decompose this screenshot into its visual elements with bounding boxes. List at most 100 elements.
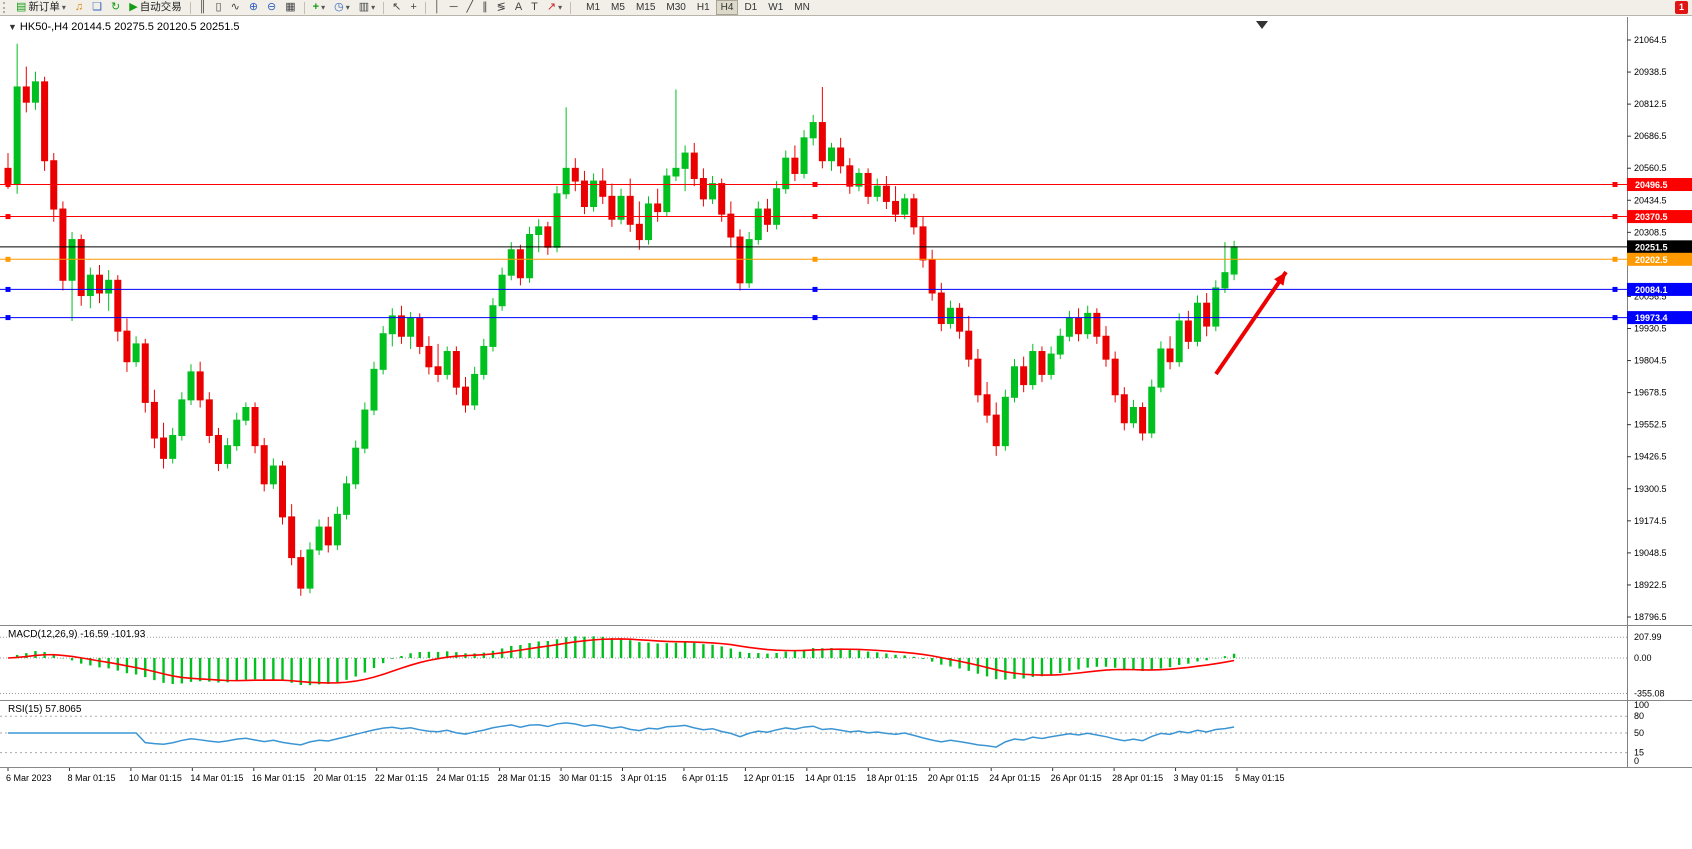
period-button[interactable]: ◷ ▾	[330, 1, 354, 15]
tile-windows-button[interactable]: ▦	[281, 1, 299, 15]
svg-text:6 Apr 01:15: 6 Apr 01:15	[682, 773, 728, 783]
candle	[233, 419, 241, 447]
candle	[544, 226, 552, 248]
svg-text:19300.5: 19300.5	[1634, 484, 1667, 494]
candle	[31, 81, 39, 103]
rsi-line	[8, 722, 1235, 748]
svg-text:24 Apr 01:15: 24 Apr 01:15	[989, 773, 1040, 783]
label-tool-button[interactable]: T	[527, 1, 542, 15]
candle	[333, 513, 341, 546]
candle	[68, 239, 76, 281]
add-indicator-button[interactable]: + ▾	[309, 1, 329, 15]
toolbar-separator	[189, 1, 191, 14]
svg-text:20938.5: 20938.5	[1634, 67, 1667, 77]
svg-text:28 Mar 01:15: 28 Mar 01:15	[498, 773, 551, 783]
svg-text:26 Apr 01:15: 26 Apr 01:15	[1051, 773, 1102, 783]
candle	[562, 167, 570, 195]
candle	[59, 208, 67, 281]
crosshair-tool-button[interactable]: +	[406, 1, 420, 15]
candle	[736, 236, 744, 284]
horizontal-line-tool-button[interactable]: ─	[446, 1, 462, 15]
candle	[608, 195, 616, 220]
notification-badge[interactable]: 1	[1675, 1, 1688, 14]
candle	[1084, 312, 1092, 335]
timeframe-mn[interactable]: MN	[794, 2, 810, 13]
arrows-tool-button[interactable]: ↗ ▾	[543, 1, 566, 15]
candle	[1157, 348, 1165, 388]
candle	[77, 239, 85, 297]
cursor-icon: ↖	[392, 1, 402, 13]
candle	[1065, 317, 1073, 337]
timeframe-h1[interactable]: H1	[696, 2, 710, 13]
price-label	[1627, 252, 1692, 266]
candle	[965, 330, 973, 360]
svg-text:20 Apr 01:15: 20 Apr 01:15	[928, 773, 979, 783]
template-button[interactable]: ▥ ▾	[355, 1, 379, 15]
timeframe-m30[interactable]: M30	[666, 2, 686, 13]
candle	[1093, 312, 1101, 337]
candle	[1212, 287, 1220, 327]
svg-text:19048.5: 19048.5	[1634, 548, 1667, 558]
label-icon: T	[531, 1, 538, 13]
candle	[114, 279, 122, 332]
candle-chart-type-button[interactable]: ▯	[212, 1, 226, 15]
timeframe-m1[interactable]: M1	[586, 2, 601, 13]
auto-trading-button[interactable]: ▶ 自动交易	[125, 1, 185, 15]
trendline-tool-button[interactable]: ╱	[462, 1, 477, 15]
svg-text:50: 50	[1634, 728, 1644, 738]
arrow-annotation[interactable]	[1214, 270, 1288, 376]
svg-text:19804.5: 19804.5	[1634, 356, 1667, 366]
candle	[251, 406, 259, 447]
fibonacci-tool-button[interactable]: ≶	[493, 1, 510, 15]
svg-text:20084.1: 20084.1	[1635, 285, 1668, 295]
candle	[1194, 302, 1201, 342]
vertical-line-tool-button[interactable]: │	[430, 1, 445, 15]
svg-text:8 Mar 01:15: 8 Mar 01:15	[67, 773, 115, 783]
zoom-out-button[interactable]: ⊖	[263, 1, 280, 15]
toolbar-separator	[424, 1, 426, 14]
candle	[1001, 396, 1009, 447]
new-order-button[interactable]: ▤ 新订单 ▾	[12, 1, 70, 15]
market-watch-button[interactable]: ❏	[88, 1, 106, 15]
candle	[1075, 317, 1083, 335]
candle	[132, 343, 140, 363]
play-icon: ▶	[129, 1, 138, 13]
refresh-button[interactable]: ↻	[107, 1, 124, 15]
channel-tool-button[interactable]: ∥	[478, 1, 492, 15]
toolbar-grip[interactable]	[3, 2, 8, 13]
chart-shift-marker[interactable]	[1256, 21, 1268, 29]
text-tool-button[interactable]: A	[511, 1, 526, 15]
timeframe-d1[interactable]: D1	[744, 2, 758, 13]
zoom-in-icon: ⊕	[248, 1, 259, 13]
candle	[882, 185, 890, 202]
cursor-tool-button[interactable]: ↖	[388, 1, 405, 15]
indicator-add-icon: +	[312, 1, 320, 13]
candle	[379, 333, 387, 370]
line-chart-type-button[interactable]: ∿	[227, 1, 244, 15]
collapse-triangle-icon[interactable]: ▼	[8, 22, 17, 32]
chevron-down-icon: ▾	[371, 3, 376, 12]
arrow-head	[1274, 272, 1286, 286]
template-icon: ▥	[358, 1, 370, 13]
candle	[297, 557, 305, 589]
candle	[41, 81, 49, 162]
candle	[846, 165, 854, 187]
candle	[407, 317, 415, 337]
bar-chart-type-button[interactable]: ║	[195, 1, 211, 15]
timeframe-h4[interactable]: H4	[715, 0, 739, 15]
timeframe-m15[interactable]: M15	[635, 2, 656, 13]
macd-signal-line	[7, 638, 1235, 684]
candle	[105, 279, 113, 294]
candle	[489, 305, 497, 347]
candle	[361, 409, 369, 449]
chevron-down-icon: ▾	[321, 3, 326, 12]
candle	[507, 249, 515, 276]
timeframe-w1[interactable]: W1	[768, 2, 784, 13]
timeframe-m5[interactable]: M5	[611, 2, 625, 13]
candle	[214, 434, 222, 464]
sound-alert-button[interactable]: ♫	[71, 1, 87, 15]
svg-text:100: 100	[1634, 700, 1649, 710]
zoom-in-button[interactable]: ⊕	[245, 1, 262, 15]
candle	[416, 317, 424, 347]
